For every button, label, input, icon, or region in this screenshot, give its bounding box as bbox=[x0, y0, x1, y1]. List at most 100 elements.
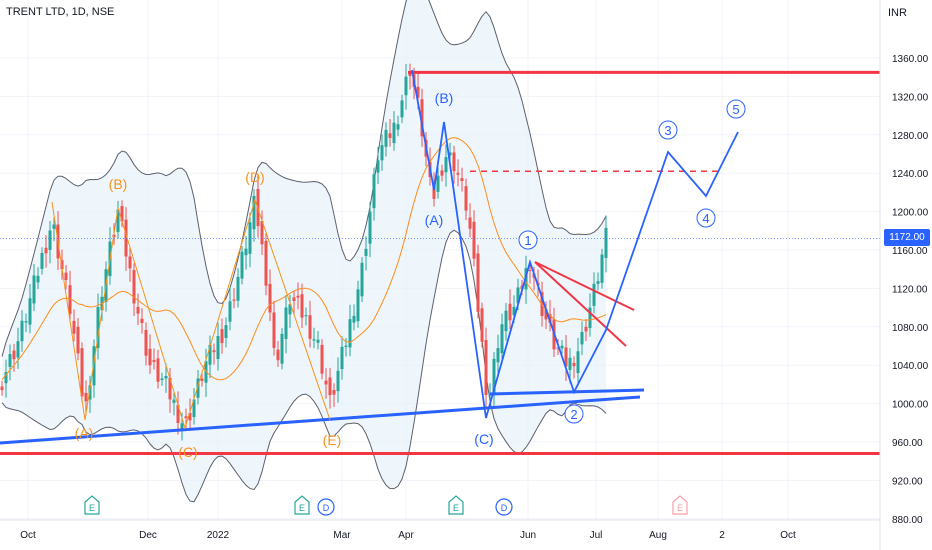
candle-body bbox=[396, 124, 400, 130]
candle-body bbox=[120, 206, 124, 222]
candle-body bbox=[292, 297, 296, 302]
candle-body bbox=[296, 295, 300, 298]
candle-body bbox=[348, 319, 352, 348]
x-tick-label: Jun bbox=[520, 530, 536, 541]
candle-body bbox=[572, 362, 576, 367]
candle-body bbox=[288, 304, 292, 315]
candle-body bbox=[148, 348, 152, 366]
candle-body bbox=[576, 351, 580, 374]
candle-body bbox=[452, 152, 456, 172]
y-tick-label: 1320.00 bbox=[892, 92, 929, 103]
candle-body bbox=[352, 315, 356, 323]
candle-body bbox=[464, 186, 468, 211]
candle-body bbox=[316, 339, 320, 343]
candle-body bbox=[468, 217, 472, 229]
candle-body bbox=[80, 348, 84, 397]
candle-body bbox=[320, 344, 324, 374]
candle-body bbox=[528, 269, 532, 271]
candle-body bbox=[156, 358, 160, 382]
event-marker-label: D bbox=[501, 503, 508, 513]
candle-body bbox=[496, 348, 500, 363]
candle-body bbox=[324, 380, 328, 385]
candle-body bbox=[128, 256, 132, 269]
y-tick-label: 1000.00 bbox=[892, 400, 929, 411]
event-marker-label: E bbox=[453, 503, 459, 513]
candle-body bbox=[564, 347, 568, 367]
y-tick-label: 1160.00 bbox=[892, 246, 928, 257]
candle-body bbox=[336, 370, 340, 392]
candle-body bbox=[356, 289, 360, 322]
candle-body bbox=[448, 152, 452, 156]
candle-body bbox=[192, 399, 196, 417]
last-price-badge: 1172.00 bbox=[884, 229, 930, 246]
candle-body bbox=[340, 346, 344, 370]
candle-body bbox=[308, 315, 312, 339]
impulse-wave-circle bbox=[696, 208, 716, 228]
candle-body bbox=[140, 318, 144, 324]
event-marker-label: E bbox=[89, 503, 95, 513]
candle-body bbox=[560, 345, 564, 349]
x-tick-label: Jul bbox=[590, 530, 603, 541]
candle-body bbox=[60, 260, 64, 270]
dividend-marker bbox=[495, 498, 513, 516]
candle-body bbox=[456, 172, 460, 175]
candle-body bbox=[96, 307, 100, 348]
abc-wave-label: (A) bbox=[425, 212, 444, 228]
candle-body bbox=[4, 372, 8, 384]
candle-body bbox=[92, 346, 96, 386]
candle-body bbox=[76, 326, 80, 354]
earnings-marker bbox=[448, 495, 464, 515]
candle-body bbox=[500, 324, 504, 354]
dividend-marker bbox=[317, 498, 335, 516]
candle-body bbox=[508, 303, 512, 321]
candle-body bbox=[228, 301, 232, 322]
x-tick-label: 2 bbox=[719, 530, 725, 541]
y-tick-label: 880.00 bbox=[892, 515, 923, 526]
event-marker-label: E bbox=[299, 503, 305, 513]
x-tick-label: Oct bbox=[780, 530, 796, 541]
event-marker-label: D bbox=[323, 503, 330, 513]
candle-body bbox=[388, 133, 392, 138]
candle-body bbox=[376, 160, 380, 173]
candle-body bbox=[152, 360, 156, 362]
candle-body bbox=[400, 100, 404, 118]
candle-body bbox=[472, 221, 476, 259]
candle-body bbox=[360, 262, 364, 297]
candle-body bbox=[568, 357, 572, 370]
earnings-marker bbox=[672, 495, 688, 515]
candle-body bbox=[240, 251, 244, 279]
y-tick-label: 920.00 bbox=[892, 476, 923, 487]
candle-body bbox=[68, 285, 72, 314]
impulse-wave-circle bbox=[658, 120, 678, 140]
impulse-wave-label: 3 bbox=[664, 123, 671, 138]
corrective-wave-label: (A) bbox=[75, 425, 94, 441]
candle-body bbox=[116, 209, 120, 232]
candle-body bbox=[32, 275, 36, 304]
candle-body bbox=[380, 145, 384, 161]
candle-body bbox=[244, 248, 248, 256]
y-tick-label: 1040.00 bbox=[892, 361, 929, 372]
x-tick-label: Mar bbox=[333, 530, 351, 541]
candle-body bbox=[588, 307, 592, 328]
candle-body bbox=[208, 345, 212, 365]
event-marker-label: E bbox=[677, 503, 683, 513]
candle-body bbox=[40, 252, 44, 269]
candle-body bbox=[44, 247, 48, 254]
corrective-wave-label: (C) bbox=[178, 444, 197, 460]
candle-body bbox=[132, 270, 136, 304]
candle-body bbox=[304, 315, 308, 317]
candle-body bbox=[476, 253, 480, 312]
earnings-marker bbox=[84, 495, 100, 515]
candle-body bbox=[592, 283, 596, 306]
candle-body bbox=[332, 389, 336, 395]
candle-body bbox=[264, 240, 268, 286]
impulse-wave-circle bbox=[518, 230, 538, 250]
candle-body bbox=[20, 320, 24, 342]
corrective-wave-label: (D) bbox=[245, 169, 264, 185]
abc-wave-label: (C) bbox=[474, 431, 493, 447]
candle-body bbox=[432, 183, 436, 199]
candle-body bbox=[416, 86, 420, 98]
moving-average bbox=[1, 136, 607, 381]
